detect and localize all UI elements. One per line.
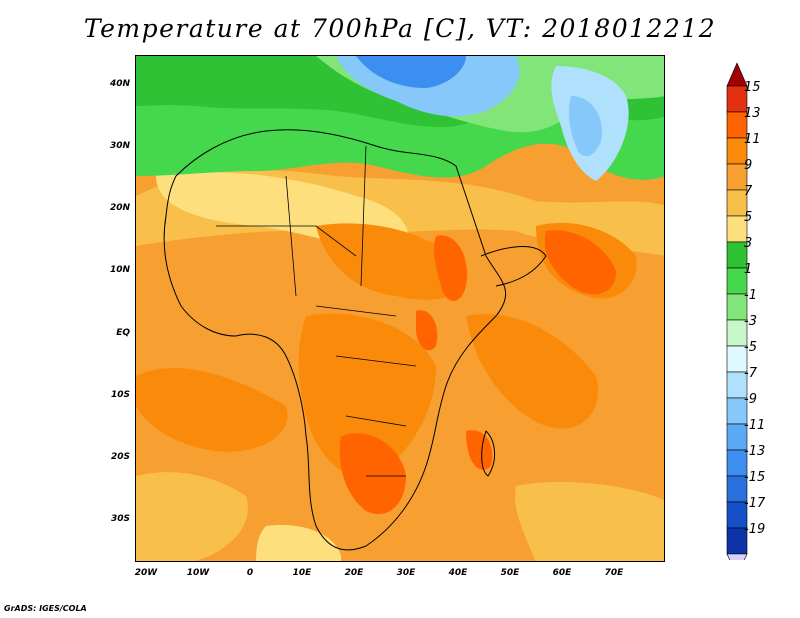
colder-core-turkey: [356, 56, 466, 88]
lat-label-40n: 40N: [109, 79, 130, 89]
colorbar-label: 15: [744, 80, 761, 95]
colorbar-label: 3: [744, 236, 753, 251]
warm-zone-atlantic: [136, 367, 288, 452]
cool-zone-cape: [256, 525, 341, 561]
lon-label-20w: 20W: [134, 568, 158, 578]
credit-text: GrADS: IGES/COLA: [4, 604, 87, 613]
hotspot-ethiopia: [433, 235, 467, 301]
colorbar-bottom-arrow: [726, 553, 748, 560]
lat-label-10n: 10N: [109, 265, 130, 275]
lat-label-30s: 30S: [110, 514, 130, 524]
colorbar-label: -13: [744, 444, 766, 459]
lon-label-20e: 20E: [344, 568, 364, 578]
colorbar-label: -5: [744, 340, 757, 355]
colorbar-label: -7: [744, 366, 757, 381]
lon-label-50e: 50E: [500, 568, 520, 578]
warm-zone-sahel: [316, 223, 468, 300]
arabia-coastline: [480, 246, 547, 287]
lon-label-30e: 30E: [396, 568, 416, 578]
lat-label-30n: 30N: [109, 141, 130, 151]
colorbar-label: 1: [744, 262, 753, 277]
colorbar-label: -11: [744, 418, 766, 433]
colorbar-label: 13: [744, 106, 761, 121]
colorbar-label: 5: [744, 210, 753, 225]
map-canvas: [136, 56, 664, 561]
colorbar-label: -1: [744, 288, 757, 303]
lon-label-10e: 10E: [292, 568, 312, 578]
colder-core-central-asia: [568, 96, 602, 157]
lat-label-20s: 20S: [110, 452, 130, 462]
hotspot-east-africa: [416, 310, 438, 351]
colorbar-cells: [726, 62, 748, 560]
lon-label-10w: 10W: [186, 568, 210, 578]
colorbar-label: 7: [744, 184, 753, 199]
africa-coastline: [163, 129, 507, 551]
lon-label-60e: 60E: [552, 568, 572, 578]
hotspot-southern-africa: [339, 433, 406, 515]
lat-label-10s: 10S: [110, 390, 130, 400]
colorbar-label: -9: [744, 392, 757, 407]
colorbar-label: -19: [744, 522, 766, 537]
colorbar-label: -17: [744, 496, 766, 511]
colorbar-label: -15: [744, 470, 766, 485]
colorbar-label: 9: [744, 158, 753, 173]
madagascar-outline: [481, 430, 495, 477]
cool-zone-south-indian: [515, 482, 664, 561]
colorbar-label: 11: [744, 132, 761, 147]
lat-label-20n: 20N: [109, 203, 130, 213]
colorbar: [726, 62, 748, 560]
temperature-map: [135, 55, 665, 562]
lon-label-40e: 40E: [448, 568, 468, 578]
lon-label-0: 0: [246, 568, 254, 578]
cool-zone-south-atlantic: [136, 472, 248, 561]
hotspot-arabian-sea: [544, 230, 616, 295]
hotspot-madagascar: [466, 430, 493, 470]
lat-label-eq: EQ: [116, 328, 130, 338]
chart-title: Temperature at 700hPa [C], VT: 201801221…: [83, 14, 717, 43]
warm-zone-indian-ocean: [466, 314, 598, 429]
colorbar-label: -3: [744, 314, 757, 329]
warm-zone-central-africa: [298, 313, 436, 478]
country-borders: [216, 145, 417, 477]
lon-label-70e: 70E: [604, 568, 624, 578]
